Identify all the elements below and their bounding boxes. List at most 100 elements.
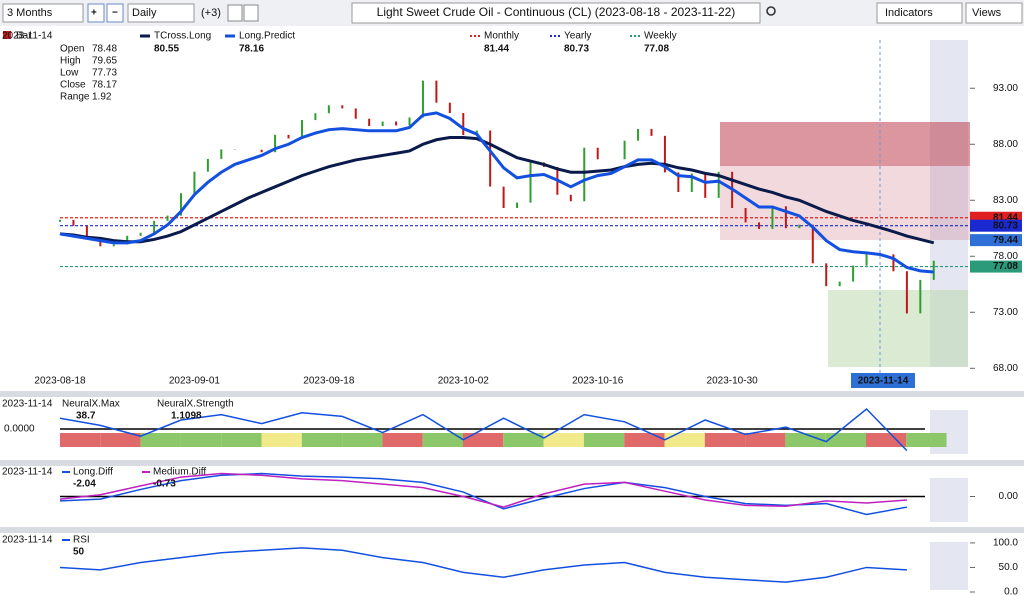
signal-cell	[422, 433, 463, 447]
signal-cell	[60, 433, 101, 447]
level-label: 77.08	[993, 261, 1018, 272]
legend-name: Monthly	[484, 31, 519, 42]
period-text: 3 Months	[7, 7, 53, 19]
indicators-button[interactable]	[876, 2, 963, 24]
indicator-line	[59, 408, 908, 452]
x-tick-label: 2023-10-02	[438, 376, 490, 387]
signal-cell	[140, 433, 181, 447]
x-tick-label: 2023-08-18	[34, 376, 86, 387]
indicator-line	[59, 472, 908, 516]
signal-cell	[261, 433, 302, 447]
level-label-box	[970, 219, 1022, 232]
legend-value: 78.16	[239, 44, 264, 55]
legend-value: 80.73	[564, 44, 589, 55]
period-select[interactable]	[2, 3, 84, 23]
offset-minus[interactable]	[243, 4, 259, 22]
signal-cell	[503, 433, 544, 447]
legend-name: NeuralX.Max	[62, 399, 120, 410]
info-name: Open	[60, 44, 84, 55]
legend-value: 38.7	[76, 411, 96, 422]
panel-separator	[0, 391, 1024, 397]
y-tick-label: 100.0	[993, 538, 1018, 549]
cursor-date: 2023-11-14	[2, 467, 53, 478]
info-value: 1.92	[92, 92, 112, 103]
legend-name: TCross.Long	[154, 31, 211, 42]
y-tick-label: 83.00	[993, 195, 1018, 206]
legend-name: Weekly	[644, 31, 677, 42]
signal-cell	[180, 433, 222, 447]
search-icon[interactable]	[766, 6, 776, 16]
info-name: High	[60, 56, 81, 67]
legend-name: NeuralX.Strength	[157, 399, 234, 410]
x-tick-label: 2023-10-30	[707, 376, 759, 387]
y-tick-label: 0.0000	[4, 424, 35, 435]
interval-select[interactable]	[127, 3, 195, 23]
signal-cell	[664, 433, 705, 447]
signal-cell	[100, 433, 141, 447]
y-tick-label: 78.00	[993, 251, 1018, 262]
signal-cell	[221, 433, 262, 447]
resistance-zone	[720, 166, 970, 240]
level-label-box	[970, 260, 1022, 273]
x-tick-label: 2023-10-16	[572, 376, 624, 387]
future-region	[930, 542, 968, 590]
indicator-line	[59, 136, 935, 245]
legend-value: 77.08	[644, 44, 669, 55]
support-zone	[828, 290, 968, 367]
legend-name: Long.Diff	[73, 467, 113, 478]
cursor-date-label: 2023-11-14	[858, 376, 909, 387]
signal-cell	[906, 433, 947, 447]
panel-separator	[0, 527, 1024, 533]
icon: −	[112, 8, 118, 19]
legend-value: -2.04	[73, 479, 96, 490]
signal-cell	[866, 433, 907, 447]
info-value: 78.17	[92, 80, 117, 91]
signal-cell	[704, 433, 746, 447]
price-label: 79.44	[993, 235, 1018, 246]
signal-cell	[745, 433, 786, 447]
panel-separator	[0, 460, 1024, 466]
legend-value: 80.55	[154, 44, 179, 55]
y-tick-label: 73.00	[993, 307, 1018, 318]
info-label: Bar	[16, 31, 32, 42]
level-label: 81.44	[993, 212, 1018, 223]
indicator-line	[59, 472, 907, 508]
info-name: Close	[60, 80, 86, 91]
zoom-in[interactable]	[87, 3, 105, 23]
offset-plus[interactable]	[227, 4, 243, 22]
legend-value: -0.73	[153, 479, 176, 490]
signal-cell	[463, 433, 504, 447]
x-tick-label: 2023-09-18	[303, 376, 355, 387]
signal-cell	[583, 433, 625, 447]
y-tick-label: 0.0	[1004, 587, 1018, 595]
y-tick-label: 68.00	[993, 363, 1018, 374]
legend-value: 81.44	[484, 44, 509, 55]
views-button[interactable]	[965, 2, 1023, 24]
info-value: 78.48	[92, 44, 117, 55]
legend-name: Long.Predict	[239, 31, 295, 42]
signal-cell	[785, 433, 826, 447]
future-region	[930, 478, 968, 522]
legend-name: Medium.Diff	[153, 467, 206, 478]
legend-name: Yearly	[564, 31, 591, 42]
indicators-text: Indicators	[885, 7, 933, 19]
cursor-date: 2023-11-14	[2, 535, 53, 546]
info-name: Range	[60, 92, 90, 103]
interval-text: Daily	[132, 7, 157, 19]
signal-cell	[543, 433, 584, 447]
zoom-out[interactable]	[106, 3, 124, 23]
legend-name: RSI	[73, 535, 90, 546]
y-tick-label: 0.00	[999, 491, 1019, 502]
level-label: 80.73	[993, 220, 1018, 231]
info-name: Low	[60, 68, 79, 79]
y-tick-label: 93.00	[993, 83, 1018, 94]
signal-cell	[825, 433, 866, 447]
info-value: 77.73	[92, 68, 117, 79]
icon: +	[91, 8, 97, 19]
signal-cell	[382, 433, 423, 447]
title-box[interactable]	[351, 2, 761, 24]
bar-icon	[3, 31, 11, 39]
signal-cell	[624, 433, 665, 447]
legend-value: 50	[73, 547, 85, 558]
